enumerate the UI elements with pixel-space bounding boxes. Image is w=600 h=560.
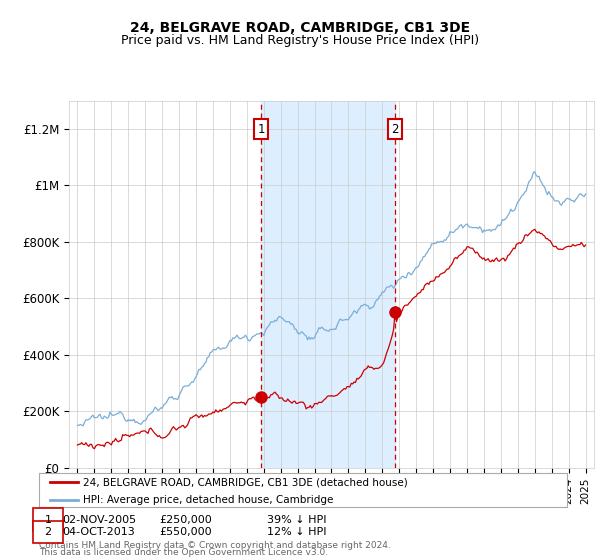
- Text: This data is licensed under the Open Government Licence v3.0.: This data is licensed under the Open Gov…: [39, 548, 328, 557]
- Text: £250,000: £250,000: [159, 515, 212, 525]
- Text: HPI: Average price, detached house, Cambridge: HPI: Average price, detached house, Camb…: [83, 494, 333, 505]
- Text: 39% ↓ HPI: 39% ↓ HPI: [267, 515, 326, 525]
- Text: 04-OCT-2013: 04-OCT-2013: [62, 527, 134, 537]
- Text: 2: 2: [391, 123, 399, 136]
- Text: 24, BELGRAVE ROAD, CAMBRIDGE, CB1 3DE: 24, BELGRAVE ROAD, CAMBRIDGE, CB1 3DE: [130, 21, 470, 35]
- Text: 1: 1: [257, 123, 265, 136]
- Text: 24, BELGRAVE ROAD, CAMBRIDGE, CB1 3DE (detached house): 24, BELGRAVE ROAD, CAMBRIDGE, CB1 3DE (d…: [83, 477, 407, 487]
- Text: Price paid vs. HM Land Registry's House Price Index (HPI): Price paid vs. HM Land Registry's House …: [121, 34, 479, 46]
- Text: 2: 2: [44, 527, 52, 537]
- Text: £550,000: £550,000: [159, 527, 212, 537]
- Text: 12% ↓ HPI: 12% ↓ HPI: [267, 527, 326, 537]
- Bar: [261, 101, 395, 468]
- Text: Contains HM Land Registry data © Crown copyright and database right 2024.: Contains HM Land Registry data © Crown c…: [39, 541, 391, 550]
- Text: 02-NOV-2005: 02-NOV-2005: [62, 515, 136, 525]
- Text: 1: 1: [44, 515, 52, 525]
